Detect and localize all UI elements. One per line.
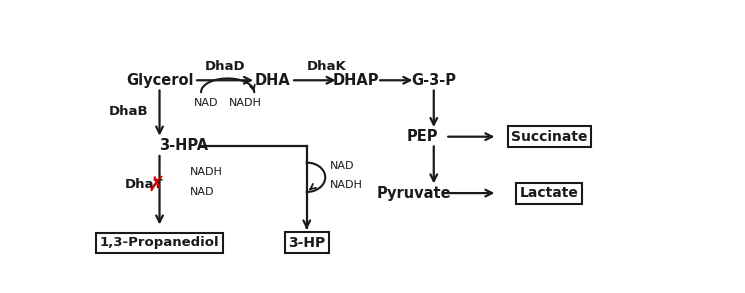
Text: NADH: NADH (330, 180, 363, 190)
Text: DhaB: DhaB (109, 105, 149, 118)
Text: 1,3-Propanediol: 1,3-Propanediol (100, 236, 219, 249)
Text: G-3-P: G-3-P (411, 73, 456, 88)
Text: Succinate: Succinate (511, 130, 588, 144)
Text: Lactate: Lactate (520, 186, 579, 200)
Text: 3-HPA: 3-HPA (159, 138, 209, 153)
Text: NADH: NADH (229, 98, 262, 108)
Text: Pyruvate: Pyruvate (376, 185, 451, 201)
Text: NAD: NAD (190, 187, 215, 197)
Text: DhaK: DhaK (307, 60, 347, 73)
Text: 3-HP: 3-HP (288, 236, 326, 250)
Text: NADH: NADH (190, 167, 223, 177)
Text: DhaD: DhaD (204, 60, 245, 73)
Text: DHAP: DHAP (332, 73, 379, 88)
Text: NAD: NAD (194, 98, 218, 108)
Text: DhaT: DhaT (125, 178, 163, 190)
Text: PEP: PEP (407, 129, 438, 144)
Text: NAD: NAD (330, 161, 355, 171)
Text: DHA: DHA (254, 73, 290, 88)
Text: ✗: ✗ (148, 175, 165, 195)
Text: Glycerol: Glycerol (126, 73, 193, 88)
